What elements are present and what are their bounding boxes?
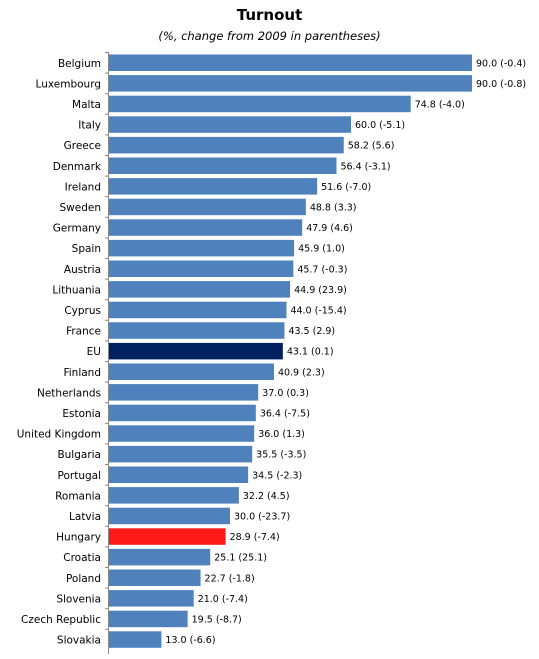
bar-bulgaria bbox=[109, 445, 253, 463]
bar-poland bbox=[109, 569, 201, 586]
bar-slovakia bbox=[109, 631, 162, 648]
data-label-romania: 32.2 (4.5) bbox=[243, 491, 290, 502]
data-label-luxembourg: 90.0 (-0.8) bbox=[476, 79, 526, 90]
category-label-austria: Austria bbox=[64, 264, 101, 276]
data-label-cyprus: 44.0 (-15.4) bbox=[290, 305, 346, 316]
data-label-eu: 43.1 (0.1) bbox=[287, 347, 334, 358]
category-label-greece: Greece bbox=[64, 140, 101, 152]
category-label-sweden: Sweden bbox=[60, 202, 102, 214]
data-label-austria: 45.7 (-0.3) bbox=[297, 264, 347, 275]
bar-belgium bbox=[109, 54, 472, 71]
category-label-finland: Finland bbox=[63, 367, 101, 379]
data-label-croatia: 25.1 (25.1) bbox=[214, 553, 267, 564]
category-label-estonia: Estonia bbox=[62, 408, 101, 420]
data-label-czech-republic: 19.5 (-8.7) bbox=[192, 614, 242, 625]
category-label-hungary: Hungary bbox=[56, 532, 101, 544]
category-label-malta: Malta bbox=[72, 99, 101, 111]
category-label-portugal: Portugal bbox=[58, 470, 102, 482]
bar-greece bbox=[109, 136, 344, 154]
bar-luxembourg bbox=[109, 75, 472, 92]
bar-portugal bbox=[109, 466, 249, 483]
category-label-cyprus: Cyprus bbox=[64, 305, 101, 317]
bar-austria bbox=[109, 260, 294, 277]
data-label-malta: 74.8 (-4.0) bbox=[415, 99, 465, 110]
data-label-denmark: 56.4 (-3.1) bbox=[340, 161, 390, 172]
bar-croatia bbox=[109, 548, 211, 566]
bar-netherlands bbox=[109, 384, 259, 401]
bar-malta bbox=[109, 95, 411, 113]
category-label-romania: Romania bbox=[55, 490, 101, 502]
bar-slovenia bbox=[109, 590, 194, 607]
data-label-netherlands: 37.0 (0.3) bbox=[262, 388, 309, 399]
bar-france bbox=[109, 322, 285, 339]
category-label-bulgaria: Bulgaria bbox=[57, 449, 101, 461]
bar-ireland bbox=[109, 178, 318, 195]
category-label-italy: Italy bbox=[78, 120, 101, 132]
bar-lithuania bbox=[109, 281, 291, 298]
bar-hungary bbox=[109, 528, 226, 545]
bar-germany bbox=[109, 219, 303, 236]
bar-eu bbox=[109, 342, 283, 360]
data-label-portugal: 34.5 (-2.3) bbox=[252, 470, 302, 481]
data-label-finland: 40.9 (2.3) bbox=[278, 367, 325, 378]
category-label-lithuania: Lithuania bbox=[52, 284, 101, 296]
category-label-united-kingdom: United Kingdom bbox=[17, 429, 101, 441]
data-label-sweden: 48.8 (3.3) bbox=[310, 202, 357, 213]
data-label-slovakia: 13.0 (-6.6) bbox=[165, 635, 215, 646]
category-label-belgium: Belgium bbox=[58, 58, 101, 70]
data-label-lithuania: 44.9 (23.9) bbox=[294, 285, 347, 296]
chart-subtitle: (%, change from 2009 in parentheses) bbox=[158, 29, 381, 43]
data-label-germany: 47.9 (4.6) bbox=[306, 223, 353, 234]
bar-romania bbox=[109, 487, 239, 504]
bar-latvia bbox=[109, 507, 230, 525]
bar-sweden bbox=[109, 198, 306, 216]
category-label-latvia: Latvia bbox=[69, 511, 101, 523]
category-label-czech-republic: Czech Republic bbox=[21, 614, 101, 626]
data-label-italy: 60.0 (-5.1) bbox=[355, 120, 405, 131]
bar-italy bbox=[109, 116, 351, 133]
category-label-netherlands: Netherlands bbox=[37, 387, 101, 399]
bar-estonia bbox=[109, 404, 256, 422]
data-label-hungary: 28.9 (-7.4) bbox=[230, 532, 280, 543]
data-label-greece: 58.2 (5.6) bbox=[348, 141, 395, 152]
category-label-poland: Poland bbox=[66, 573, 101, 585]
bar-finland bbox=[109, 363, 274, 380]
chart-title: Turnout bbox=[236, 6, 303, 24]
bar-spain bbox=[109, 239, 295, 257]
data-label-poland: 22.7 (-1.8) bbox=[205, 573, 255, 584]
category-label-slovenia: Slovenia bbox=[56, 593, 101, 605]
category-label-eu: EU bbox=[87, 346, 101, 358]
data-label-latvia: 30.0 (-23.7) bbox=[234, 511, 290, 522]
bar-cyprus bbox=[109, 301, 287, 319]
bar-united-kingdom bbox=[109, 425, 255, 442]
category-label-denmark: Denmark bbox=[53, 161, 102, 173]
data-label-slovenia: 21.0 (-7.4) bbox=[198, 594, 248, 605]
data-label-belgium: 90.0 (-0.4) bbox=[476, 58, 526, 69]
category-label-croatia: Croatia bbox=[63, 552, 101, 564]
category-label-germany: Germany bbox=[53, 223, 101, 235]
category-label-ireland: Ireland bbox=[65, 181, 101, 193]
data-label-spain: 45.9 (1.0) bbox=[298, 244, 345, 255]
data-label-france: 43.5 (2.9) bbox=[288, 326, 335, 337]
category-label-spain: Spain bbox=[72, 243, 101, 255]
data-label-ireland: 51.6 (-7.0) bbox=[321, 182, 371, 193]
data-label-bulgaria: 35.5 (-3.5) bbox=[256, 450, 306, 461]
category-label-france: France bbox=[66, 326, 101, 338]
bar-czech-republic bbox=[109, 610, 188, 628]
bar-denmark bbox=[109, 157, 337, 174]
category-label-slovakia: Slovakia bbox=[57, 635, 101, 647]
category-label-luxembourg: Luxembourg bbox=[36, 78, 101, 90]
data-label-united-kingdom: 36.0 (1.3) bbox=[258, 429, 305, 440]
data-label-estonia: 36.4 (-7.5) bbox=[260, 408, 310, 419]
